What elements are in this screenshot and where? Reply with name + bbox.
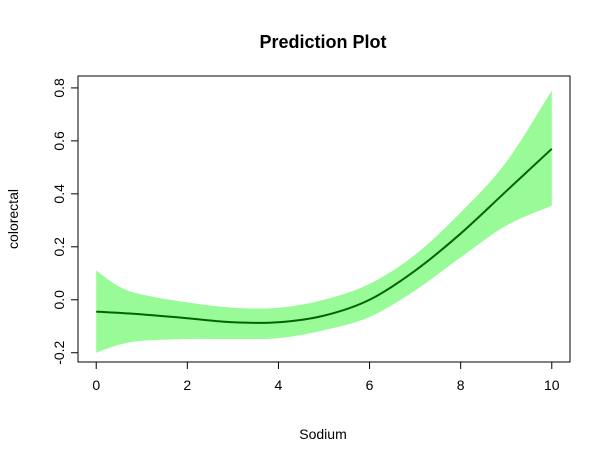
y-tick-label: -0.2 [51, 340, 67, 364]
x-axis-label: Sodium [299, 426, 346, 442]
x-tick-label: 2 [183, 377, 191, 393]
confidence-band [96, 90, 552, 353]
x-tick-label: 6 [366, 377, 374, 393]
x-tick-label: 0 [92, 377, 100, 393]
x-tick-label: 10 [544, 377, 560, 393]
y-tick-label: 0.2 [51, 237, 67, 257]
chart-title: Prediction Plot [259, 32, 386, 52]
y-axis-label: colorectal [5, 189, 21, 249]
y-tick-label: 0.4 [51, 184, 67, 204]
y-tick-label: 0.0 [51, 290, 67, 310]
prediction-line [96, 148, 553, 324]
y-tick-label: 0.6 [51, 131, 67, 151]
x-tick-label: 8 [457, 377, 465, 393]
x-tick-label: 4 [275, 377, 283, 393]
y-tick-label: 0.8 [51, 78, 67, 98]
